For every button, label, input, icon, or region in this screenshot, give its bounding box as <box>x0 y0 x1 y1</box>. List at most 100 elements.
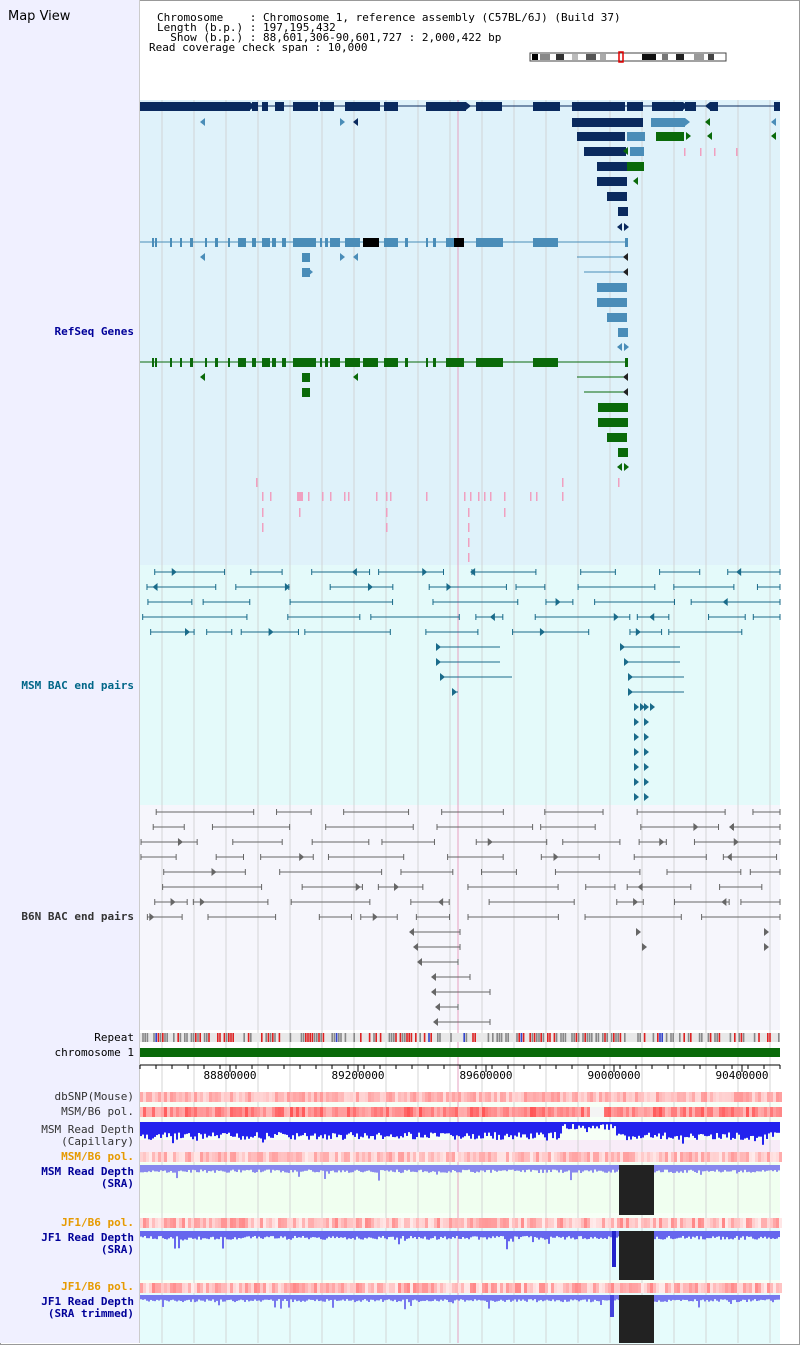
jf1-trim-depth-bar <box>744 1295 746 1300</box>
jf1-pol-heat-cell <box>389 1218 392 1228</box>
jf1-trim-depth-bar <box>202 1295 204 1301</box>
jf1-trim-depth-bar <box>492 1295 494 1301</box>
msm-sra-depth-bar <box>516 1165 518 1171</box>
jf1-trim-depth-bar <box>186 1295 188 1301</box>
msm-pol2-heat-cell <box>194 1152 197 1162</box>
msm-sra-depth-bar <box>304 1165 306 1171</box>
refseq-exon <box>426 102 466 111</box>
jf1-pol-heat-cell <box>290 1218 293 1228</box>
jf1-trim-depth-bar <box>368 1295 370 1302</box>
repeat-element <box>177 1033 179 1042</box>
msm-pol2-heat-cell <box>287 1152 290 1162</box>
jf1-trim-depth-bar <box>176 1295 178 1302</box>
jf1-sra-depth-bar <box>144 1231 146 1236</box>
strand-arrow <box>320 102 325 110</box>
track-label-msm-bac[interactable]: MSM BAC end pairs <box>21 679 134 692</box>
jf1-pol-heat-cell <box>626 1218 629 1228</box>
msm-pol2-heat-cell <box>716 1152 719 1162</box>
msm-sra-depth-bar <box>420 1165 422 1170</box>
jf1-pol2-heat-cell <box>182 1283 185 1293</box>
strand-arrow <box>340 118 345 126</box>
jf1-trim-bg <box>140 1292 780 1344</box>
msm-capillary-depth-bar <box>152 1122 154 1139</box>
jf1-trim-depth-bar <box>518 1295 520 1300</box>
msm-capillary-depth-bar <box>380 1122 382 1136</box>
mrna-tick <box>562 478 564 487</box>
jf1-sra-depth-bar <box>486 1231 488 1240</box>
jf1-pol2-heat-cell <box>284 1283 287 1293</box>
msm-bac-pair-arrow <box>644 718 649 726</box>
msm-capillary-depth-bar <box>592 1122 594 1126</box>
repeat-element <box>322 1033 325 1042</box>
jf1-sra-depth-bar <box>218 1231 220 1240</box>
msm-pol-heat-cell <box>665 1107 668 1117</box>
msm-capillary-depth-bar <box>446 1122 448 1134</box>
msm-capillary-depth-bar <box>572 1122 574 1125</box>
dbsnp-heat-cell <box>428 1092 431 1102</box>
msm-pol2-heat-cell <box>515 1152 518 1162</box>
msm-bac-pair-arrow <box>634 793 639 801</box>
msm-pol-heat-cell <box>677 1107 680 1117</box>
msm-sra-depth-bar <box>282 1165 284 1171</box>
msm-capillary-depth-bar <box>412 1122 414 1140</box>
msm-pol-heat-cell <box>365 1107 368 1117</box>
jf1-sra-depth-bar <box>370 1231 372 1238</box>
msm-pol2-heat-cell <box>206 1152 209 1162</box>
jf1-trim-depth-bar <box>182 1295 184 1303</box>
refseq-exon <box>252 102 258 111</box>
jf1-sra-depth-bar <box>680 1231 682 1238</box>
msm-capillary-depth-bar <box>684 1122 686 1138</box>
msm-capillary-depth-bar <box>256 1122 258 1133</box>
refseq-exon <box>577 132 625 141</box>
msm-sra-depth-bar <box>430 1165 432 1173</box>
dbsnp-heat-cell <box>215 1092 218 1102</box>
jf1-pol-heat-cell <box>251 1218 254 1228</box>
jf1-sra-depth-bar <box>426 1231 428 1240</box>
jf1-sra-depth-bar <box>474 1231 476 1237</box>
track-label-refseq[interactable]: RefSeq Genes <box>54 325 134 338</box>
dbsnp-heat-cell <box>257 1092 260 1102</box>
dbsnp-heat-cell <box>650 1092 653 1102</box>
jf1-trim-depth-bar <box>242 1295 244 1301</box>
jf1-pol2-heat-cell <box>428 1283 431 1293</box>
refseq-exon <box>302 253 310 262</box>
jf1-trim-depth-bar <box>244 1295 246 1302</box>
refseq-exon <box>320 358 322 367</box>
jf1-pol-heat-cell <box>506 1218 509 1228</box>
msm-pol2-heat-cell <box>143 1152 146 1162</box>
jf1-trim-depth-bar <box>512 1295 514 1301</box>
msm-capillary-depth-bar <box>318 1122 320 1137</box>
refseq-exon <box>597 162 627 171</box>
msm-pol2-heat-cell <box>209 1152 212 1162</box>
jf1-pol2-heat-cell <box>248 1283 251 1293</box>
repeat-element <box>652 1033 655 1042</box>
jf1-trim-depth-bar <box>220 1295 222 1300</box>
track-label-b6n-bac[interactable]: B6N BAC end pairs <box>21 910 134 923</box>
msm-sra-depth-bar <box>490 1165 492 1173</box>
dbsnp-heat-cell <box>413 1092 416 1102</box>
repeat-element <box>577 1033 580 1042</box>
msm-pol2-heat-cell <box>554 1152 557 1162</box>
msm-capillary-depth-bar <box>422 1122 424 1138</box>
msm-pol2-heat-cell <box>239 1152 242 1162</box>
jf1-trim-depth-bar <box>674 1295 676 1301</box>
jf1-sra-depth-bar <box>606 1231 608 1240</box>
jf1-sra-depth-bar <box>404 1231 406 1241</box>
msm-capillary-depth-bar <box>200 1122 202 1135</box>
dbsnp-heat-cell <box>335 1092 338 1102</box>
jf1-trim-depth-bar <box>498 1295 500 1301</box>
dbsnp-heat-cell <box>722 1092 725 1102</box>
refseq-exon <box>272 238 276 247</box>
jf1-trim-depth-bar <box>520 1295 522 1301</box>
refseq-exon <box>597 298 627 307</box>
jf1-pol-heat-cell <box>170 1218 173 1228</box>
msm-sra-depth-bar <box>328 1165 330 1174</box>
b6n-bac-pair-arrow <box>199 898 205 906</box>
jf1-trim-depth-bar <box>372 1295 374 1300</box>
msm-sra-depth-bar <box>148 1165 150 1172</box>
msm-pol-heat-cell <box>302 1107 305 1117</box>
msm-sra-depth-bar <box>242 1165 244 1171</box>
jf1-pol2-heat-cell <box>737 1283 740 1293</box>
dbsnp-heat-cell <box>497 1092 500 1102</box>
